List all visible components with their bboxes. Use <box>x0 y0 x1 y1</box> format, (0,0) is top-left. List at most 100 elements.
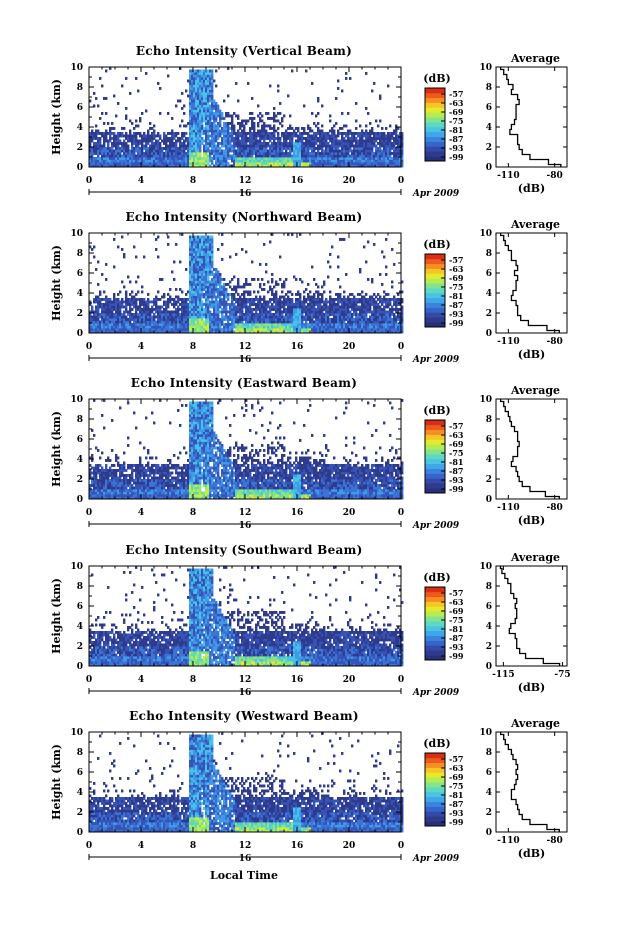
echo-cell <box>203 97 206 100</box>
echo-cell <box>297 152 300 155</box>
echo-cell <box>193 164 196 168</box>
echo-cell <box>377 142 380 145</box>
echo-cell <box>215 144 218 148</box>
echo-cell <box>217 248 220 251</box>
echo-cell <box>195 127 198 130</box>
echo-cell <box>187 144 190 148</box>
echo-cell <box>263 149 266 153</box>
echo-cell <box>165 144 168 148</box>
echo-cell <box>289 124 292 128</box>
echo-cell <box>183 112 186 115</box>
echo-cell <box>225 290 228 294</box>
echo-cell <box>211 122 214 125</box>
echo-cell <box>217 157 220 160</box>
echo-cell <box>289 149 292 153</box>
echo-cell <box>101 273 104 276</box>
echo-cell <box>229 149 232 153</box>
echo-cell <box>111 157 114 160</box>
echo-cell <box>253 149 256 153</box>
echo-cell <box>215 84 218 88</box>
echo-cell <box>213 114 216 118</box>
echo-cell <box>147 134 150 138</box>
echo-cell <box>189 149 192 153</box>
echo-cell <box>195 149 198 153</box>
echo-cell <box>253 152 256 155</box>
echo-cell <box>187 79 190 83</box>
echo-cell <box>97 310 100 314</box>
echo-cell <box>201 72 204 75</box>
echo-cell <box>277 149 280 153</box>
echo-cell <box>245 149 248 153</box>
echo-cell <box>211 265 214 269</box>
echo-cell <box>243 157 246 160</box>
echo-cell <box>373 142 376 145</box>
echo-cell <box>147 152 150 155</box>
echo-cell <box>239 139 242 143</box>
echo-cell <box>173 142 176 145</box>
echo-cell <box>207 97 210 100</box>
echo-cell <box>89 300 92 304</box>
echo-cell <box>105 162 108 165</box>
echo-cell <box>269 154 272 158</box>
echo-cell <box>119 152 122 155</box>
echo-cell <box>191 122 194 125</box>
echo-cell <box>133 159 136 163</box>
echo-cell <box>159 134 162 138</box>
echo-cell <box>149 149 152 153</box>
echo-cell <box>317 127 320 130</box>
echo-cell <box>147 303 150 306</box>
echo-cell <box>299 132 302 135</box>
echo-cell <box>317 144 320 148</box>
echo-cell <box>103 137 106 140</box>
echo-cell <box>269 139 272 143</box>
echo-cell <box>235 288 238 291</box>
echo-cell <box>233 139 236 143</box>
echo-cell <box>283 283 286 286</box>
colorbar-swatch <box>425 156 445 162</box>
echo-cell <box>191 109 194 113</box>
echo-cell <box>153 318 156 321</box>
echo-cell <box>247 157 250 160</box>
echo-cell <box>107 132 110 135</box>
echo-cell <box>367 144 370 148</box>
echo-cell <box>97 164 100 168</box>
echo-cell <box>135 124 138 128</box>
echo-cell <box>123 134 126 138</box>
echo-cell <box>93 159 96 163</box>
echo-cell <box>197 74 200 78</box>
echo-cell <box>337 129 340 133</box>
echo-cell <box>175 288 178 291</box>
echo-cell <box>115 149 118 153</box>
echo-cell <box>225 144 228 148</box>
echo-cell <box>395 162 398 165</box>
echo-cell <box>89 315 92 319</box>
echo-cell <box>281 149 284 153</box>
echo-cell <box>387 84 390 88</box>
echo-cell <box>381 149 384 153</box>
echo-cell <box>317 147 320 150</box>
y-tick-label: 8 <box>77 83 83 93</box>
echo-cell <box>329 134 332 138</box>
echo-cell <box>297 129 300 133</box>
echo-cell <box>381 157 384 160</box>
echo-cell <box>203 152 206 155</box>
echo-cell <box>293 157 296 160</box>
echo-cell <box>227 132 230 135</box>
echo-cell <box>369 134 372 138</box>
echo-cell <box>129 320 132 324</box>
echo-cell <box>115 139 118 143</box>
echo-cell <box>227 124 230 128</box>
echo-cell <box>127 144 130 148</box>
echo-cell <box>389 132 392 135</box>
echo-cell <box>295 149 298 153</box>
echo-cell <box>249 157 252 160</box>
echo-cell <box>211 298 214 301</box>
echo-cell <box>107 162 110 165</box>
echo-cell <box>113 142 116 145</box>
echo-cell <box>341 134 344 138</box>
echo-cell <box>289 139 292 143</box>
echo-cell <box>187 164 190 168</box>
echo-cell <box>265 124 268 128</box>
echo-cell <box>331 164 334 168</box>
echo-cell <box>389 134 392 138</box>
